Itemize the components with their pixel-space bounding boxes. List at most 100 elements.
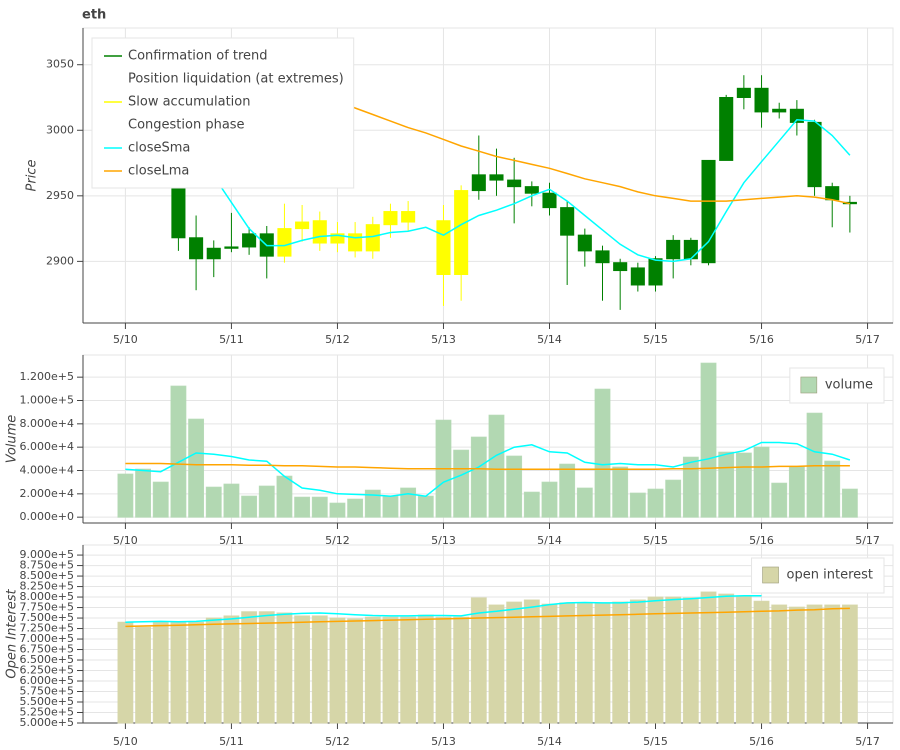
y-tick-label: 6.750e+5 — [20, 643, 74, 656]
x-tick-label: 5/17 — [855, 333, 880, 346]
bar — [152, 621, 169, 724]
y-tick-label: 1.200e+5 — [20, 370, 74, 383]
bar — [170, 385, 187, 518]
bar — [506, 455, 523, 518]
bar — [594, 388, 611, 518]
bar — [347, 498, 364, 518]
bar — [470, 436, 487, 518]
bar — [612, 466, 629, 518]
bar — [647, 596, 664, 724]
bar — [594, 602, 611, 724]
bar — [135, 626, 152, 724]
legend-swatch — [800, 376, 818, 394]
x-tick-label: 5/15 — [643, 735, 668, 748]
line — [125, 462, 850, 471]
bar — [435, 616, 452, 724]
candle-body — [789, 108, 804, 123]
candle-body — [401, 211, 416, 223]
y-tick-label: 4.000e+4 — [20, 464, 74, 477]
bar — [382, 616, 399, 724]
bar — [241, 495, 258, 518]
legend-label: open interest — [787, 568, 873, 583]
x-tick-label: 5/10 — [113, 333, 138, 346]
candle-body — [719, 96, 734, 161]
bar — [523, 599, 540, 724]
bar — [329, 617, 346, 724]
bar — [170, 621, 187, 724]
bar — [559, 463, 576, 518]
bar — [506, 601, 523, 724]
legend-label: Congestion phase — [128, 118, 245, 133]
bar — [700, 591, 717, 724]
bar — [276, 612, 293, 724]
legend-swatch — [762, 566, 779, 584]
y-tick-label: 5.500e+5 — [20, 695, 74, 708]
bar — [488, 604, 505, 724]
bar — [576, 602, 593, 724]
bar — [788, 606, 805, 724]
candle-body — [701, 159, 716, 264]
y-axis-label: Open Interest — [5, 588, 20, 678]
bar — [347, 618, 364, 724]
candle-body — [489, 174, 504, 181]
bar — [258, 611, 275, 724]
candle-body — [189, 237, 204, 260]
bar — [718, 451, 735, 518]
bar — [400, 616, 417, 724]
bar — [523, 491, 540, 518]
bar — [576, 487, 593, 518]
y-tick-label: 5.000e+5 — [20, 716, 74, 729]
y-tick-label: 8.750e+5 — [20, 559, 74, 572]
candle-body — [454, 190, 469, 275]
bar — [311, 615, 328, 724]
bar — [205, 617, 222, 724]
bar — [152, 481, 169, 518]
candle-body — [224, 246, 239, 249]
bar — [294, 496, 311, 518]
bar — [700, 362, 717, 518]
candle-body — [365, 224, 380, 252]
x-tick-label: 5/10 — [113, 735, 138, 748]
y-tick-label: 5.750e+5 — [20, 685, 74, 698]
x-tick-label: 5/16 — [749, 735, 774, 748]
legend-label: closeSma — [128, 141, 190, 156]
bar — [788, 466, 805, 518]
candle-body — [524, 186, 539, 194]
y-tick-label: 0.000e+0 — [20, 510, 74, 523]
x-tick-label: 5/14 — [537, 534, 562, 547]
y-tick-label: 8.000e+5 — [20, 590, 74, 603]
line — [125, 90, 851, 263]
y-tick-label: 2.000e+4 — [20, 487, 74, 500]
bar — [771, 482, 788, 518]
bar — [311, 496, 328, 518]
candle-body — [295, 221, 310, 230]
x-tick-label: 5/14 — [537, 735, 562, 748]
legend — [789, 367, 885, 404]
bar — [647, 488, 664, 518]
legend-label: volume — [825, 378, 873, 393]
bar — [453, 616, 470, 724]
bar — [559, 602, 576, 724]
bar — [753, 446, 770, 518]
x-tick-label: 5/16 — [749, 333, 774, 346]
y-tick-label: 7.500e+5 — [20, 611, 74, 624]
y-tick-label: 6.000e+5 — [20, 674, 74, 687]
bar — [276, 475, 293, 518]
y-axis-label: Volume — [5, 415, 20, 464]
x-tick-label: 5/11 — [219, 333, 244, 346]
candle-body — [736, 87, 751, 98]
candle-body — [383, 211, 398, 226]
bar — [400, 487, 417, 518]
bar — [771, 604, 788, 724]
candle-body — [648, 258, 663, 286]
candle-body — [825, 186, 840, 201]
candle-body — [277, 228, 292, 257]
y-tick-label: 1.000e+5 — [20, 394, 74, 407]
y-tick-label: 8.250e+5 — [20, 580, 74, 593]
y-tick-label: 8.500e+5 — [20, 569, 74, 582]
bar — [364, 616, 381, 724]
candle-body — [507, 179, 522, 188]
line — [125, 607, 850, 628]
candle-body — [630, 267, 645, 286]
